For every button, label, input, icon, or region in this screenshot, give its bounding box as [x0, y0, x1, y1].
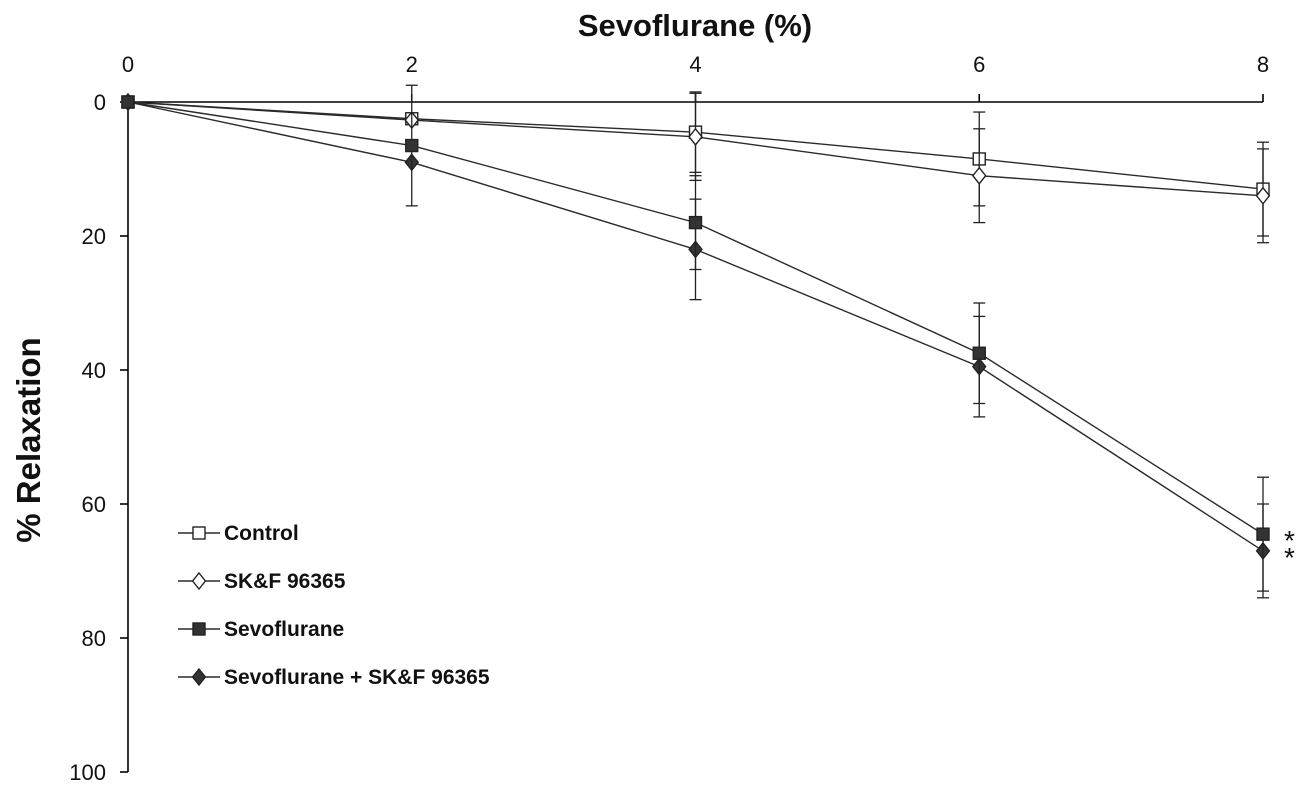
legend-label: SK&F 96365	[224, 570, 346, 593]
y-tick-label: 40	[82, 358, 106, 383]
y-tick-label: 100	[69, 760, 106, 785]
legend-marker	[191, 571, 207, 591]
legend: Control SK&F 96365 Sevoflurane Sevoflurane …	[178, 522, 490, 689]
annotations: **	[1284, 525, 1295, 573]
x-tick-label: 6	[973, 52, 985, 77]
series-sevoflurane	[121, 84, 1270, 592]
legend-label: Sevoflurane + SK&F 96365	[224, 666, 490, 689]
x-tick-label: 0	[122, 52, 134, 77]
significance-asterisk: *	[1284, 542, 1295, 573]
legend-item: SK&F 96365	[178, 570, 346, 593]
data-point	[121, 95, 135, 109]
legend-marker	[191, 667, 207, 687]
series-layer	[120, 84, 1271, 599]
x-tick-label: 8	[1257, 52, 1269, 77]
y-tick-label: 80	[82, 626, 106, 651]
y-tick-label: 60	[82, 492, 106, 517]
legend-item: Sevoflurane	[178, 618, 344, 641]
y-axis-title: % Relaxation	[10, 337, 47, 542]
x-axis-title: Sevoflurane (%)	[578, 8, 812, 43]
data-point	[688, 215, 703, 230]
data-point	[971, 166, 987, 185]
significance-asterisk: *	[1284, 525, 1295, 556]
legend-marker	[192, 622, 206, 636]
y-tick-label: 20	[82, 224, 106, 249]
legend-marker	[192, 526, 206, 540]
data-point	[972, 346, 986, 360]
x-tick-label: 2	[406, 52, 418, 77]
data-point	[405, 138, 419, 153]
legend-label: Control	[224, 522, 299, 545]
data-point	[688, 127, 703, 146]
legend-label: Sevoflurane	[224, 618, 344, 641]
y-tick-label: 0	[94, 90, 106, 115]
legend-item: Sevoflurane + SK&F 96365	[178, 666, 490, 689]
series-sk-f-96365	[120, 92, 1271, 244]
x-tick-label: 4	[689, 52, 701, 77]
legend-item: Control	[178, 522, 299, 545]
data-point	[1256, 527, 1270, 541]
y-axis-ticks: 0 20 40 60 80 100	[69, 90, 128, 785]
data-point	[1255, 186, 1271, 205]
